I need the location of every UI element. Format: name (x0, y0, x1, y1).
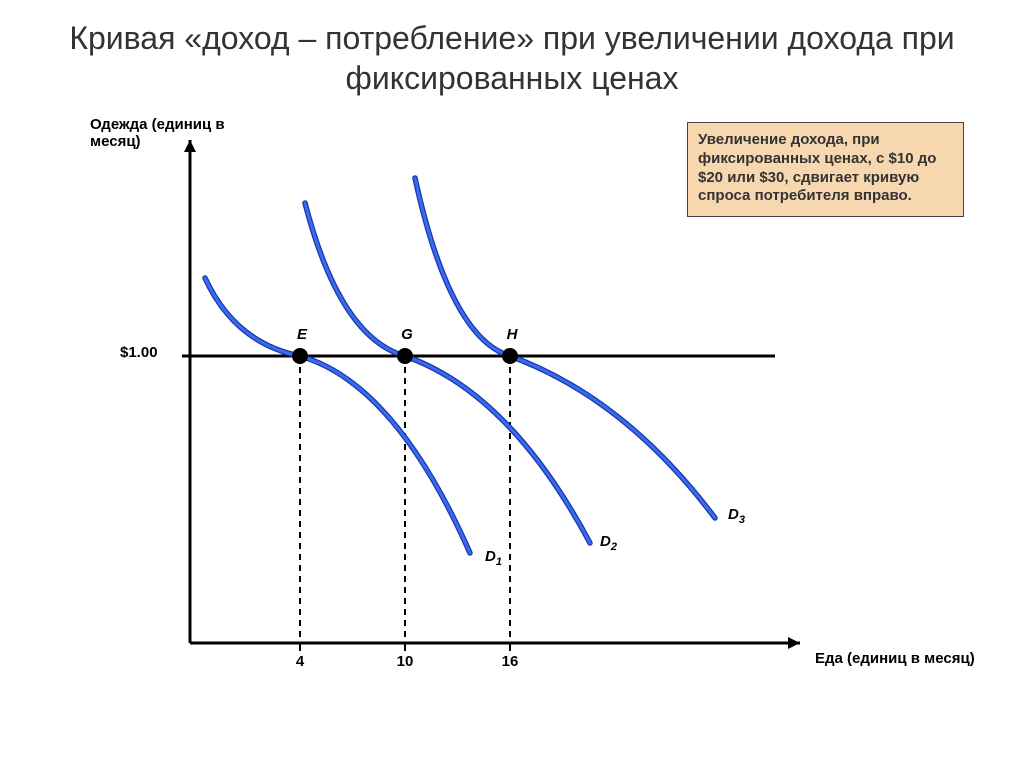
tick-label-16: 16 (502, 653, 519, 670)
curve-label-d1: D1 (485, 548, 502, 568)
x-axis-label: Еда (единиц в месяц) (815, 650, 975, 667)
page-title: Кривая «доход – потребление» при увеличе… (0, 0, 1024, 98)
point-label-g: G (401, 326, 413, 343)
info-box: Увеличение дохода, при фиксированных цен… (687, 122, 964, 217)
point-e (292, 348, 308, 364)
y-axis-label: Одежда (единиц в месяц) (90, 116, 250, 150)
x-axis-arrow (788, 637, 800, 649)
tick-label-4: 4 (296, 653, 304, 670)
curve-d1-outline (205, 278, 470, 553)
curve-label-d3: D3 (728, 506, 745, 526)
point-label-h: H (507, 326, 518, 343)
curve-d3-outline (415, 178, 715, 518)
curve-label-d2: D2 (600, 533, 617, 553)
tick-label-10: 10 (397, 653, 414, 670)
curve-d1 (205, 278, 470, 553)
point-label-e: E (297, 326, 307, 343)
price-label: $1.00 (120, 344, 158, 361)
point-h (502, 348, 518, 364)
point-g (397, 348, 413, 364)
chart-area: Увеличение дохода, при фиксированных цен… (0, 98, 1024, 738)
